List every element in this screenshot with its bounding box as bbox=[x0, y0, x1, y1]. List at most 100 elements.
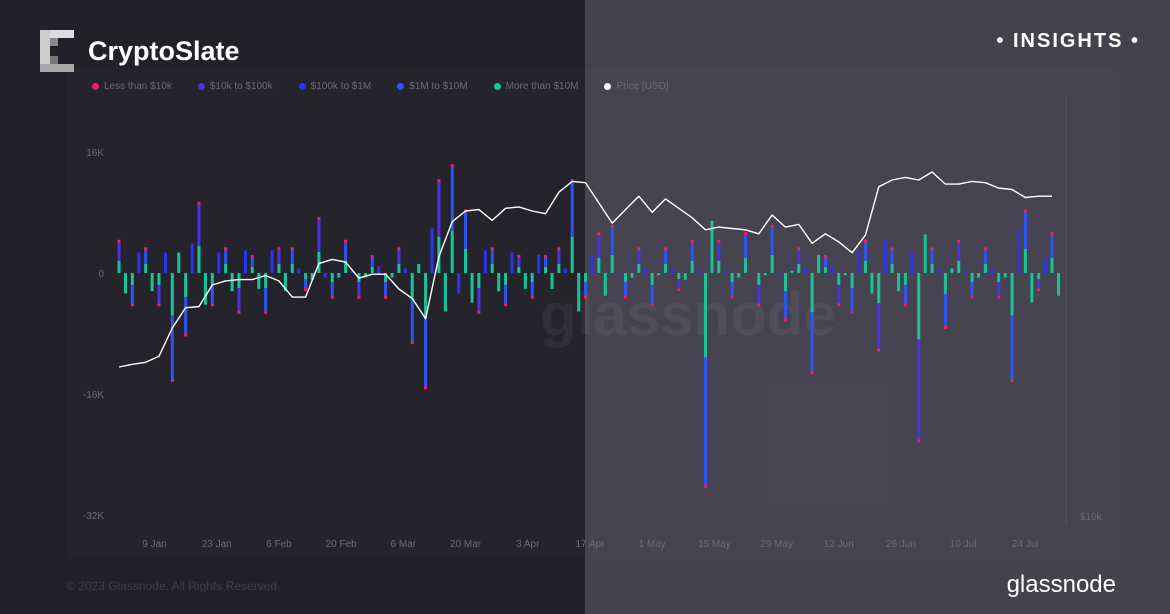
flow-bar[interactable] bbox=[490, 247, 494, 273]
flow-bar[interactable] bbox=[330, 273, 334, 299]
legend-item[interactable]: $100k to $1M bbox=[298, 81, 371, 92]
legend-item[interactable]: Less than $10k bbox=[92, 81, 172, 92]
flow-bar[interactable] bbox=[517, 254, 521, 273]
bar-segment-less-than-10k bbox=[770, 224, 774, 228]
legend-item[interactable]: $10k to $100k bbox=[197, 81, 273, 92]
flow-bar[interactable] bbox=[117, 239, 121, 273]
flow-bar[interactable] bbox=[810, 273, 814, 375]
bar-segment-1m-to-10m bbox=[530, 282, 534, 296]
flow-bar[interactable] bbox=[663, 247, 667, 273]
flow-bar[interactable] bbox=[144, 247, 148, 273]
flow-bar[interactable] bbox=[544, 254, 548, 273]
flow-bar[interactable] bbox=[624, 273, 628, 299]
flow-bar[interactable] bbox=[1023, 209, 1027, 274]
bar-segment-1m-to-10m bbox=[330, 282, 334, 296]
legend-item[interactable]: More than $10M bbox=[493, 81, 578, 92]
flow-bar[interactable] bbox=[783, 273, 787, 322]
flow-bar[interactable] bbox=[930, 247, 934, 273]
flow-bar[interactable] bbox=[703, 273, 707, 488]
flow-bar-secondary bbox=[590, 254, 594, 273]
flow-bar[interactable] bbox=[130, 273, 134, 307]
flow-bar[interactable] bbox=[997, 273, 1001, 299]
flow-bar[interactable] bbox=[1010, 273, 1014, 382]
flow-bar[interactable] bbox=[730, 273, 734, 299]
flow-bar-secondary bbox=[683, 273, 687, 280]
flow-bar[interactable] bbox=[210, 273, 214, 307]
flow-bar[interactable] bbox=[277, 247, 281, 273]
flow-bar[interactable] bbox=[903, 273, 907, 307]
bar-segment-more-than-10m bbox=[943, 273, 947, 295]
legend-item[interactable]: $1M to $10M bbox=[397, 81, 468, 92]
bar-segment-1m-to-10m bbox=[1023, 212, 1027, 249]
flow-bar[interactable] bbox=[237, 273, 241, 314]
flow-bar[interactable] bbox=[344, 239, 348, 273]
legend-dot bbox=[493, 83, 501, 90]
flow-bar[interactable] bbox=[877, 273, 881, 352]
flow-bar[interactable] bbox=[477, 273, 481, 314]
flow-bar[interactable] bbox=[290, 247, 294, 273]
flow-bar[interactable] bbox=[677, 273, 681, 292]
flow-bar-secondary bbox=[177, 252, 181, 273]
flow-bar[interactable] bbox=[650, 273, 654, 307]
flow-bar[interactable] bbox=[823, 254, 827, 273]
flow-bar[interactable] bbox=[850, 273, 854, 314]
flow-bar[interactable] bbox=[757, 273, 761, 307]
flow-bar[interactable] bbox=[770, 224, 774, 273]
flow-bar[interactable] bbox=[743, 232, 747, 273]
flow-bar[interactable] bbox=[797, 247, 801, 273]
bar-segment-1m-to-10m bbox=[144, 250, 148, 264]
bar-segment-more-than-10m bbox=[837, 273, 841, 286]
flow-bar[interactable] bbox=[597, 232, 601, 273]
flow-bar[interactable] bbox=[170, 273, 174, 382]
flow-bar[interactable] bbox=[917, 273, 921, 443]
flow-bar[interactable] bbox=[397, 247, 401, 273]
bar-segment-less-than-10k bbox=[837, 303, 841, 307]
flow-bar[interactable] bbox=[610, 224, 614, 273]
flow-bar[interactable] bbox=[464, 209, 468, 274]
flow-bar[interactable] bbox=[224, 247, 228, 273]
brand-name: CryptoSlate bbox=[88, 36, 240, 66]
legend-item[interactable]: Price [USD] bbox=[604, 81, 669, 92]
flow-bar[interactable] bbox=[717, 239, 721, 273]
flow-bar[interactable] bbox=[957, 239, 961, 273]
flow-bar[interactable] bbox=[197, 201, 201, 273]
flow-bar[interactable] bbox=[863, 239, 867, 273]
flow-bar[interactable] bbox=[970, 273, 974, 299]
bar-segment-less-than-10k bbox=[544, 254, 548, 258]
bar-segment-more-than-10m bbox=[983, 263, 987, 273]
bar-segment-less-than-10k bbox=[983, 247, 987, 251]
flow-bar[interactable] bbox=[370, 254, 374, 273]
flow-bar[interactable] bbox=[943, 273, 947, 329]
flow-bar[interactable] bbox=[410, 273, 414, 345]
bar-segment-less-than-10k bbox=[624, 295, 628, 299]
flow-bar-secondary bbox=[270, 250, 274, 273]
flow-bar[interactable] bbox=[317, 217, 321, 273]
flow-bar[interactable] bbox=[157, 273, 161, 307]
flow-bar[interactable] bbox=[504, 273, 508, 307]
flow-bar-secondary bbox=[457, 273, 461, 294]
flow-bar-secondary bbox=[443, 273, 447, 312]
legend-dot bbox=[197, 83, 205, 90]
flow-bar[interactable] bbox=[837, 273, 841, 307]
flow-bar[interactable] bbox=[184, 273, 188, 337]
flow-bar[interactable] bbox=[890, 247, 894, 273]
flow-bar[interactable] bbox=[424, 273, 428, 390]
bar-segment-1m-to-10m bbox=[877, 303, 881, 349]
flow-bar[interactable] bbox=[1050, 232, 1054, 273]
flow-bar[interactable] bbox=[983, 247, 987, 273]
flow-bar[interactable] bbox=[530, 273, 534, 299]
flow-bar[interactable] bbox=[450, 164, 454, 273]
flow-bar[interactable] bbox=[1037, 273, 1041, 292]
flow-bar[interactable] bbox=[264, 273, 268, 314]
bar-segment-less-than-10k bbox=[730, 295, 734, 299]
bar-segment-less-than-10k bbox=[144, 247, 148, 251]
bar-segment-less-than-10k bbox=[757, 303, 761, 307]
flow-bar[interactable] bbox=[690, 239, 694, 273]
flow-bar[interactable] bbox=[570, 179, 574, 273]
flow-bar[interactable] bbox=[557, 247, 561, 273]
flow-bar[interactable] bbox=[637, 247, 641, 273]
flow-bar[interactable] bbox=[384, 273, 388, 299]
flow-bar[interactable] bbox=[250, 254, 254, 273]
flow-bar[interactable] bbox=[584, 273, 588, 299]
flow-bar[interactable] bbox=[304, 273, 308, 292]
